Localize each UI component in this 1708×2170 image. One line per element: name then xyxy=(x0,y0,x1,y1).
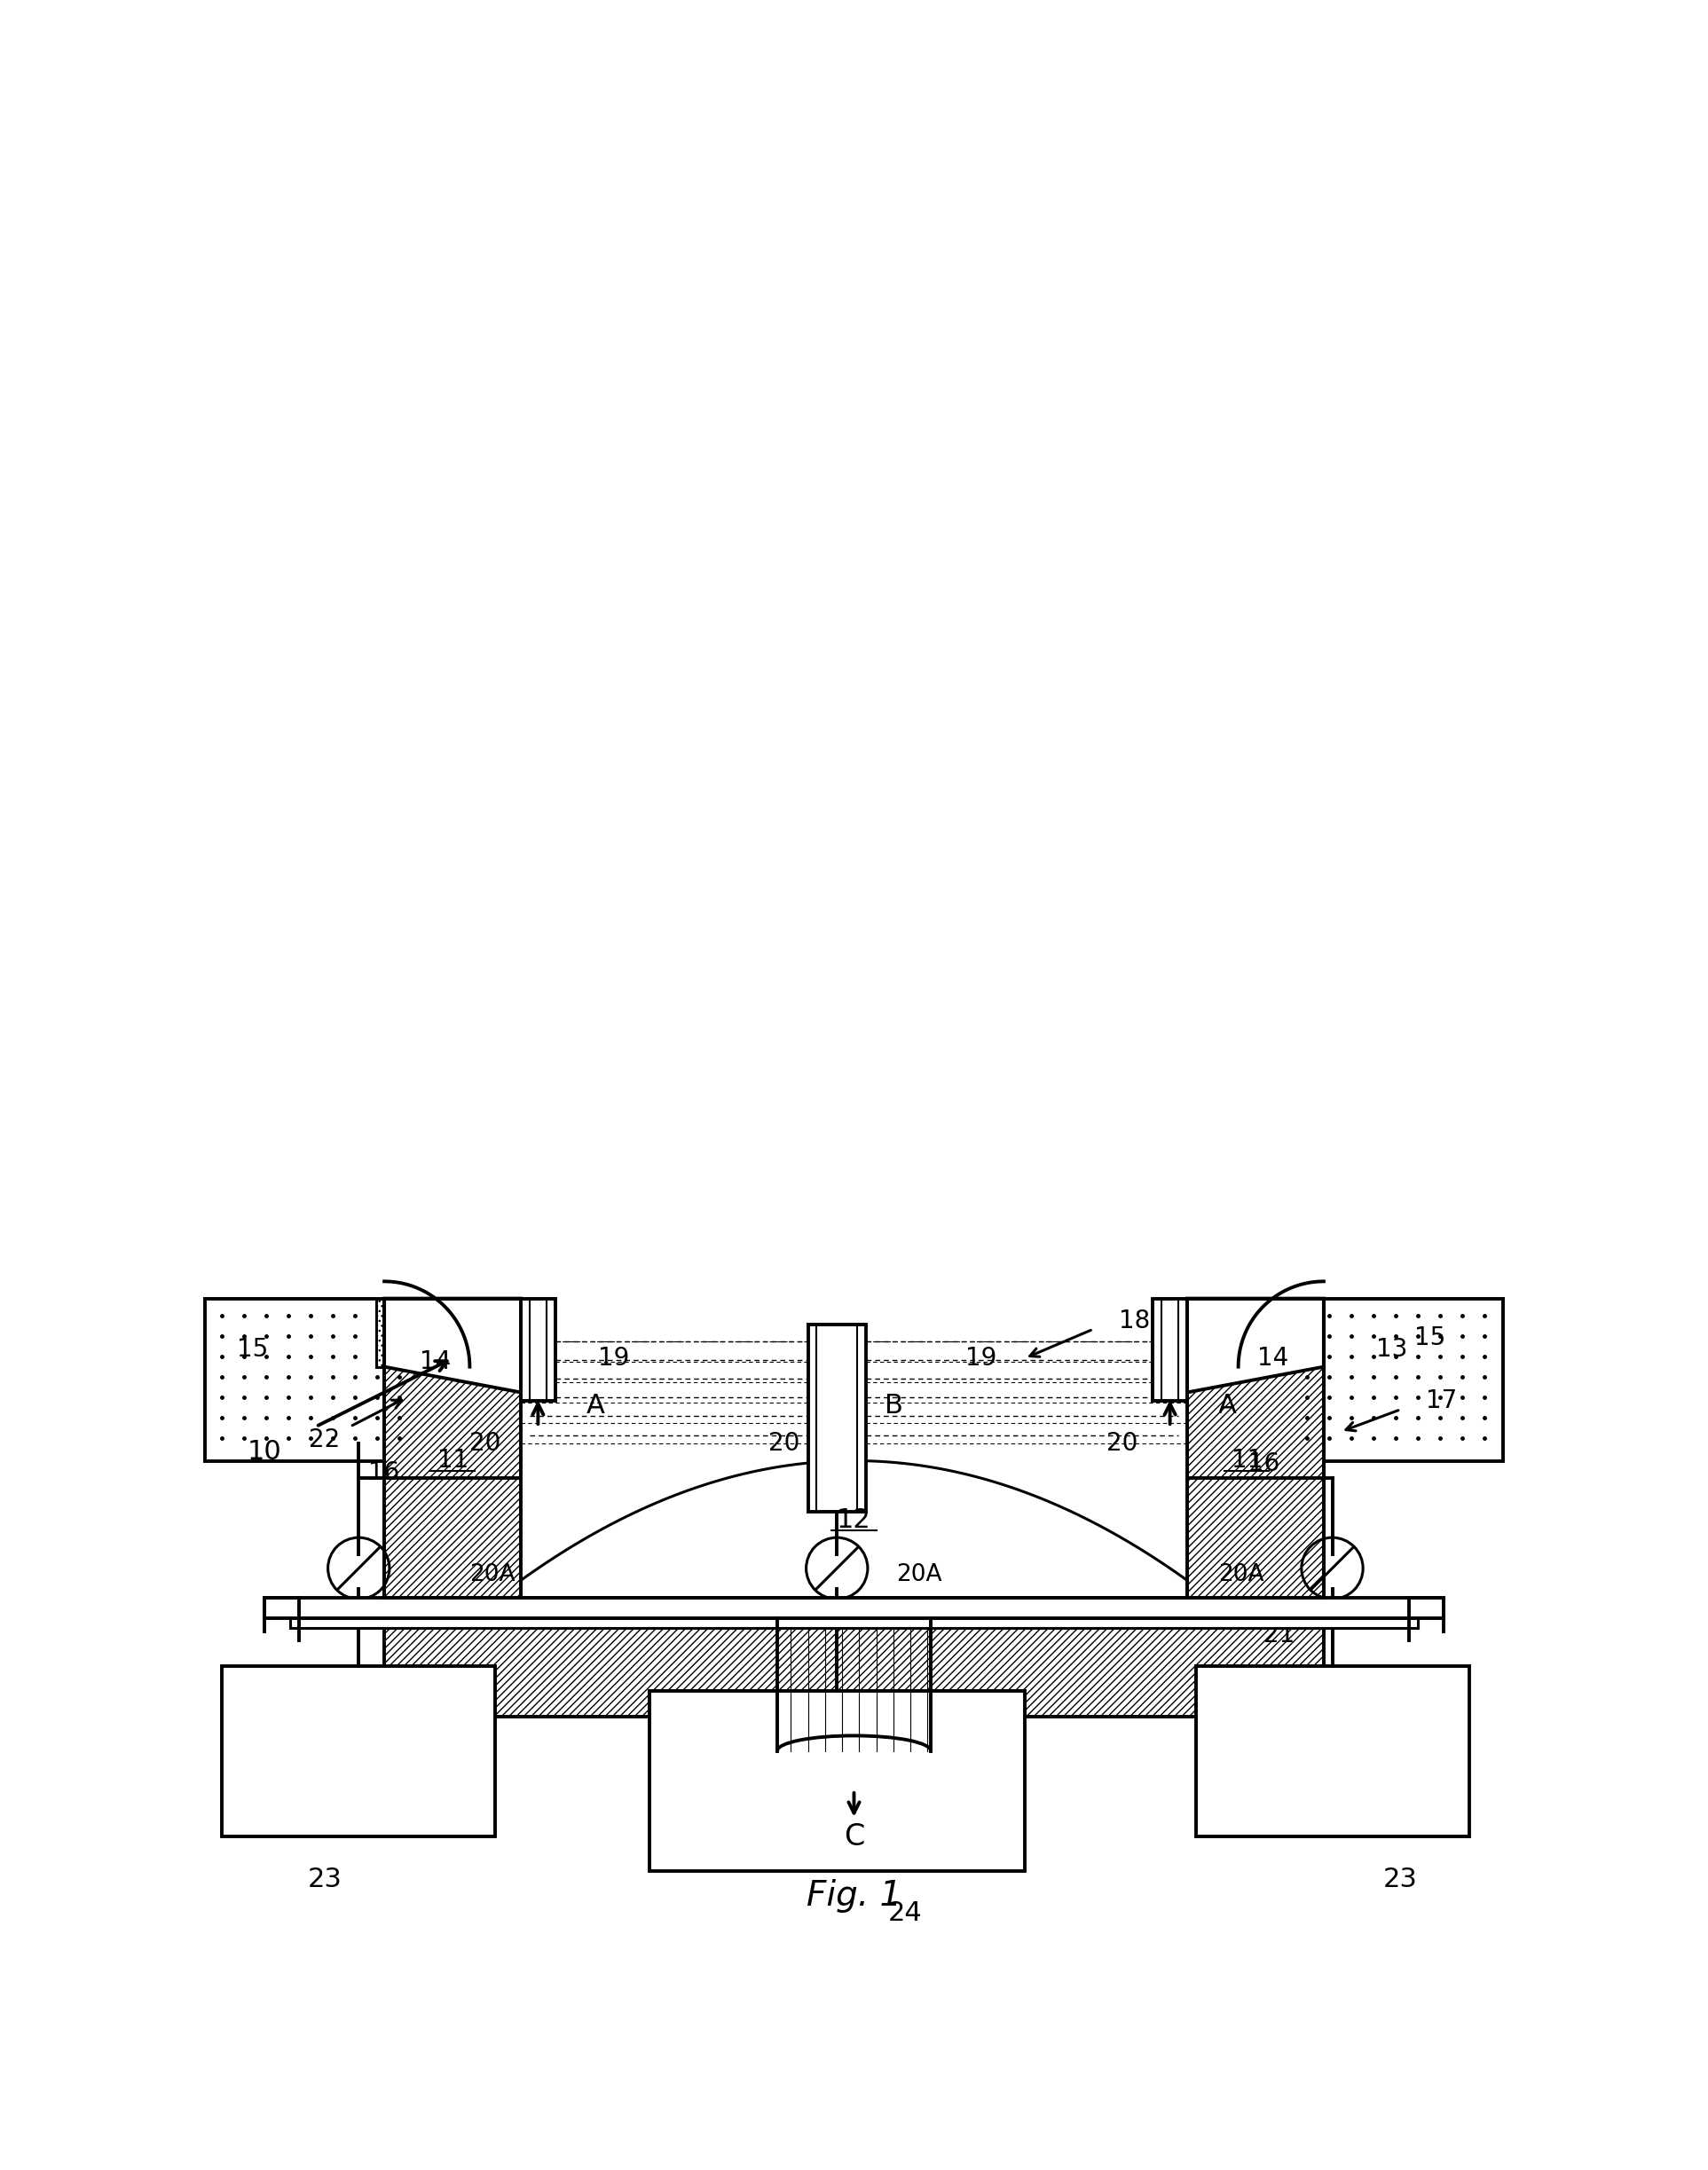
Text: 20A: 20A xyxy=(1218,1565,1264,1586)
Polygon shape xyxy=(384,1298,521,1393)
Text: 14: 14 xyxy=(1257,1345,1288,1371)
Text: 15: 15 xyxy=(237,1337,268,1363)
Text: 24: 24 xyxy=(888,1901,922,1927)
Text: Fig. 1: Fig. 1 xyxy=(806,1879,902,1914)
Text: 16: 16 xyxy=(1249,1452,1279,1476)
Bar xyxy=(1153,1298,1187,1402)
Text: 18: 18 xyxy=(1119,1309,1149,1332)
Text: 20: 20 xyxy=(769,1432,799,1456)
Polygon shape xyxy=(1187,1298,1324,1393)
Text: 23: 23 xyxy=(307,1866,342,1892)
Bar xyxy=(290,1619,1418,1628)
Text: 10: 10 xyxy=(248,1439,282,1465)
Bar xyxy=(265,1597,1443,1619)
Polygon shape xyxy=(376,1298,521,1367)
Text: 20: 20 xyxy=(470,1432,500,1456)
Polygon shape xyxy=(1187,1298,1324,1597)
Bar xyxy=(521,1298,555,1402)
Text: 11: 11 xyxy=(1231,1447,1262,1473)
Text: 16: 16 xyxy=(369,1460,400,1484)
Text: B: B xyxy=(885,1393,904,1419)
Text: 14: 14 xyxy=(420,1350,451,1374)
Text: 23: 23 xyxy=(1383,1866,1418,1892)
Polygon shape xyxy=(384,1298,521,1597)
Text: A: A xyxy=(1218,1393,1237,1419)
Polygon shape xyxy=(1187,1298,1324,1367)
Bar xyxy=(205,1298,418,1460)
Text: 20: 20 xyxy=(1107,1432,1138,1456)
Text: 21: 21 xyxy=(1264,1623,1295,1647)
Text: 11: 11 xyxy=(437,1447,468,1473)
Text: 20A: 20A xyxy=(897,1565,943,1586)
Bar xyxy=(1196,1667,1469,1836)
Bar xyxy=(1290,1298,1503,1460)
Text: 20A: 20A xyxy=(470,1565,516,1586)
Bar xyxy=(808,1324,866,1512)
Polygon shape xyxy=(521,1332,1187,1580)
Polygon shape xyxy=(384,1597,1324,1716)
Text: 17: 17 xyxy=(1426,1389,1457,1413)
Text: 22: 22 xyxy=(309,1428,340,1452)
Bar xyxy=(649,1690,1025,1871)
Bar xyxy=(222,1667,495,1836)
Text: 13: 13 xyxy=(1377,1337,1407,1363)
Text: 19: 19 xyxy=(598,1345,629,1371)
Text: A: A xyxy=(586,1393,605,1419)
Text: 15: 15 xyxy=(1414,1326,1445,1350)
Text: 12: 12 xyxy=(837,1508,871,1534)
Text: 19: 19 xyxy=(965,1345,996,1371)
Text: C: C xyxy=(844,1823,864,1851)
